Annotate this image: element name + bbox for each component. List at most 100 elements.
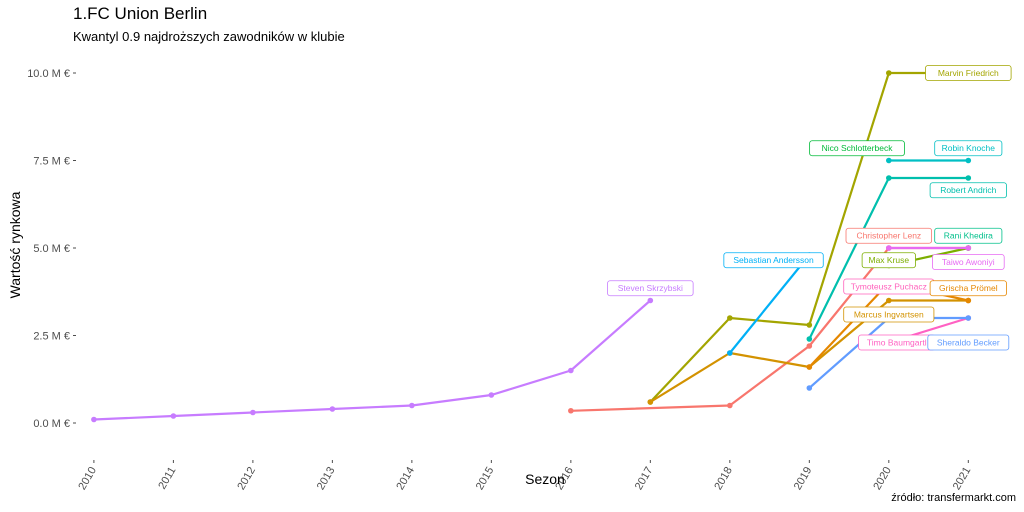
player-label-text: Sebastian Andersson [733, 255, 814, 265]
chart-caption: źródło: transfermarkt.com [891, 492, 1016, 504]
player-label: Nico Schlotterbeck [809, 140, 905, 157]
player-label: Christopher Lenz [845, 227, 933, 244]
data-point [886, 70, 892, 76]
player-label: Robert Andrich [929, 182, 1007, 199]
data-point [568, 367, 574, 374]
player-label-box [843, 306, 935, 323]
player-label-box [934, 140, 1003, 157]
series-line [728, 254, 811, 354]
player-label-text: Christopher Lenz [856, 231, 921, 241]
data-point [886, 175, 892, 181]
x-axis-title: Sezon [525, 471, 565, 487]
player-label-box [809, 140, 905, 157]
y-tick-label: 10.0 M € [27, 68, 70, 80]
player-label-box [934, 227, 1003, 244]
data-point [647, 297, 654, 304]
data-point [91, 416, 97, 423]
player-label-box [925, 65, 1012, 81]
series-layer [91, 70, 972, 423]
player-label-box [861, 252, 916, 269]
data-point [965, 315, 972, 321]
player-label: Sebastian Andersson [723, 252, 824, 269]
x-tick-label: 2010 [76, 465, 99, 492]
player-label: Robin Knoche [934, 140, 1003, 157]
series-line [93, 299, 652, 421]
data-point [886, 157, 892, 164]
player-label-text: Timo Baumgartl [867, 337, 927, 347]
player-label: Rani Khedira [934, 227, 1003, 244]
y-axis-title: Wartość rynkowa [7, 191, 23, 298]
series-line [570, 246, 969, 412]
player-label-text: Grischa Prömel [939, 283, 998, 293]
x-tick-label: 2013 [315, 465, 338, 492]
player-label-box [929, 182, 1007, 199]
player-label-text: Sheraldo Becker [937, 337, 1000, 347]
x-tick-label: 2017 [633, 465, 656, 492]
player-label-box [932, 254, 1005, 270]
data-point [965, 175, 972, 181]
player-label: Taiwo Awoniyi [932, 254, 1005, 270]
data-point [806, 343, 813, 349]
series-6 [806, 175, 972, 342]
data-point [409, 402, 415, 409]
series-1 [568, 245, 972, 414]
x-tick-label: 2011 [156, 465, 178, 491]
data-point [806, 322, 813, 328]
data-point [965, 297, 972, 304]
x-tick-label: 2020 [871, 465, 894, 492]
data-point [886, 297, 892, 304]
y-tick-label: 5.0 M € [33, 243, 70, 255]
x-tick-label: 2014 [394, 465, 417, 492]
data-point [806, 385, 813, 391]
player-label-text: Robert Andrich [940, 185, 996, 195]
data-point [806, 336, 813, 342]
player-label-box [929, 280, 1007, 297]
data-point [647, 399, 654, 405]
data-point [727, 315, 733, 321]
y-tick-label: 0.0 M € [33, 418, 70, 430]
player-label-text: Nico Schlotterbeck [822, 143, 894, 153]
data-point [568, 407, 574, 414]
data-point [727, 402, 733, 409]
chart-subtitle: Kwantyl 0.9 najdroższych zawodników w kl… [73, 29, 345, 44]
player-label-text: Marvin Friedrich [938, 68, 999, 78]
y-tick-label: 7.5 M € [33, 156, 70, 168]
x-tick-label: 2012 [235, 465, 258, 492]
player-label: Max Kruse [861, 252, 916, 269]
data-point [965, 157, 972, 164]
player-label-text: Robin Knoche [942, 143, 996, 153]
data-point [488, 392, 495, 398]
series-10 [886, 245, 972, 251]
data-point [329, 406, 336, 412]
y-axis: 0.0 M € 2.5 M € 5.0 M € 7.5 M € 10.0 M € [27, 68, 76, 430]
data-point [886, 245, 892, 251]
x-tick-label: 2019 [792, 465, 815, 492]
player-label-box [845, 227, 933, 244]
data-point [170, 413, 177, 419]
player-label: Marvin Friedrich [925, 65, 1012, 81]
player-label: Steven Skrzybski [607, 280, 694, 297]
player-label-box [607, 280, 694, 297]
x-tick-label: 2021 [951, 465, 974, 492]
player-label: Timo Baumgartl [858, 334, 936, 351]
series-line [808, 316, 969, 389]
player-label-text: Steven Skrzybski [618, 283, 683, 293]
player-label: Sheraldo Becker [927, 334, 1010, 351]
data-point [965, 245, 972, 251]
series-5 [886, 157, 972, 164]
label-layer: Steven Skrzybski Marvin Friedrich Nico Sch… [607, 65, 1012, 351]
player-label: Tymoteusz Puchacz [843, 278, 935, 295]
player-label-box [723, 252, 824, 269]
data-point [806, 364, 813, 370]
player-label-box [927, 334, 1010, 351]
player-label: Grischa Prömel [929, 280, 1007, 297]
x-tick-label: 2015 [474, 465, 497, 492]
player-label-text: Tymoteusz Puchacz [851, 281, 927, 291]
player-label: Marcus Ingvartsen [843, 306, 935, 323]
chart-title: 1.FC Union Berlin [73, 4, 208, 23]
player-label-text: Rani Khedira [944, 231, 993, 241]
data-point [727, 350, 733, 356]
y-tick-label: 2.5 M € [33, 331, 70, 343]
player-label-text: Marcus Ingvartsen [854, 309, 924, 319]
